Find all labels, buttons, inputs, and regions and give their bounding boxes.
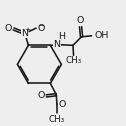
Text: O: O xyxy=(37,91,44,100)
Text: O: O xyxy=(38,24,45,33)
Text: N: N xyxy=(53,40,60,49)
Text: OH: OH xyxy=(94,31,109,40)
Text: N: N xyxy=(21,29,28,38)
Text: O: O xyxy=(5,24,12,33)
Text: CH₃: CH₃ xyxy=(65,56,82,65)
Text: CH₃: CH₃ xyxy=(49,115,65,124)
Text: −: − xyxy=(37,21,44,30)
Text: O: O xyxy=(77,16,84,25)
Text: +: + xyxy=(24,27,30,33)
Text: O: O xyxy=(58,100,66,109)
Text: H: H xyxy=(58,32,65,41)
